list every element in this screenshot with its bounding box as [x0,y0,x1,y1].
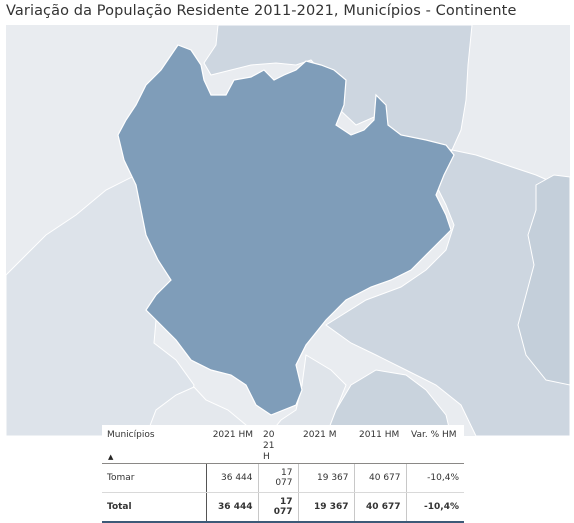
header-2011-hm-label: 2011 HM [359,430,400,440]
map-canvas[interactable] [6,25,570,436]
cell-2021-hm: 36 444 [205,463,258,493]
header-2021-hm[interactable]: 2021 HM [206,425,258,464]
table-row[interactable]: Tomar 36 444 17 077 19 367 40 677 -10,4% [102,463,464,493]
total-2021-m: 19 367 [297,492,354,523]
header-2021-m[interactable]: 2021 M [298,425,354,464]
table-header-row: Municípios ▲ 2021 HM 2021 H 2021 M 2011 … [102,425,464,464]
total-var-hm: -10,4% [405,492,464,523]
total-2021-hm: 36 444 [205,492,258,523]
header-2021-m-label: 2021 M [303,430,337,440]
data-table: Municípios ▲ 2021 HM 2021 H 2021 M 2011 … [102,425,464,523]
total-2021-h: 17 077 [257,492,298,523]
cell-var-hm: -10,4% [405,463,464,493]
total-label: Total [102,492,206,523]
header-var-hm[interactable]: Var. % HM [406,425,464,464]
cell-municipio: Tomar [102,463,206,493]
municipality-tomar[interactable] [117,44,455,416]
header-2011-hm[interactable]: 2011 HM [354,425,406,464]
cell-2021-h: 17 077 [257,463,298,493]
municipality-south-east[interactable] [325,369,452,436]
header-var-hm-label: Var. % HM [411,430,457,440]
table-total-row: Total 36 444 17 077 19 367 40 677 -10,4% [102,492,464,523]
choropleth-map[interactable] [6,25,570,436]
sort-ascending-icon[interactable]: ▲ [108,453,114,461]
header-municipios-label: Municípios [107,430,155,440]
municipality-far-east[interactable] [517,174,570,386]
cell-2021-m: 19 367 [297,463,354,493]
visual-title: Variação da População Residente 2011-202… [6,3,517,19]
header-2021-h-label: 2021 H [263,430,275,462]
header-municipios[interactable]: Municípios ▲ [102,425,206,464]
header-2021-hm-label: 2021 HM [212,430,253,440]
cell-2011-hm: 40 677 [353,463,406,493]
total-2011-hm: 40 677 [353,492,406,523]
header-2021-h[interactable]: 2021 H [258,425,298,464]
